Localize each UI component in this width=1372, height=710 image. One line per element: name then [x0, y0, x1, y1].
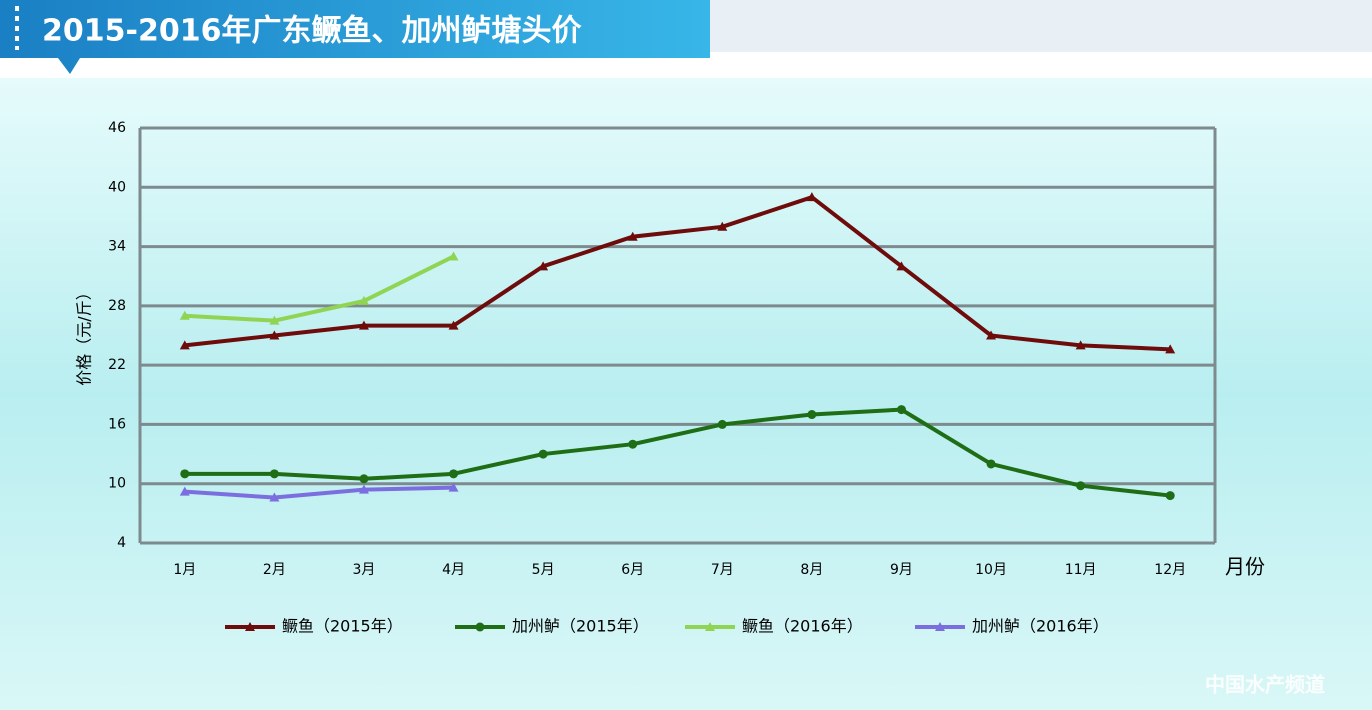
- legend-label: 鳜鱼（2015年）: [282, 617, 403, 636]
- y-tick-label: 34: [108, 239, 126, 255]
- point: [627, 231, 638, 241]
- point: [807, 410, 817, 420]
- x-tick-label: 8月: [800, 562, 823, 578]
- legend-marker: [245, 622, 255, 631]
- point: [269, 492, 280, 502]
- point: [986, 459, 996, 469]
- y-tick-label: 10: [108, 476, 126, 492]
- point: [896, 405, 906, 415]
- legend-label: 加州鲈（2016年）: [972, 617, 1109, 636]
- y-tick-label: 4: [117, 535, 126, 551]
- x-tick-label: 11月: [1065, 562, 1097, 578]
- point: [180, 469, 190, 479]
- point: [896, 261, 907, 271]
- point: [538, 449, 548, 459]
- stripes: [710, 0, 1372, 52]
- legend-marker: [705, 622, 715, 631]
- point: [269, 315, 280, 325]
- point: [448, 482, 459, 492]
- series-line: [184, 407, 1171, 498]
- x-tick-label: 1月: [173, 562, 196, 578]
- x-tick-label: 10月: [975, 562, 1007, 578]
- point: [717, 221, 728, 231]
- y-tick-label: 46: [108, 120, 126, 136]
- legend-label: 加州鲈（2015年）: [512, 617, 649, 636]
- point: [1076, 481, 1086, 491]
- x-tick-label: 5月: [532, 562, 555, 578]
- x-tick-label: 9月: [890, 562, 913, 578]
- y-tick-label: 28: [108, 298, 126, 314]
- x-axis-label: 月份: [1225, 555, 1265, 579]
- watermark: 中国水产频道: [1205, 673, 1325, 697]
- point: [448, 251, 459, 261]
- point: [628, 439, 638, 449]
- point: [358, 295, 369, 305]
- series-line: [184, 254, 455, 323]
- x-tick-label: 4月: [442, 562, 465, 578]
- point: [986, 330, 997, 340]
- title-banner: [0, 0, 710, 74]
- y-axis-label: 价格（元/斤）: [75, 284, 94, 385]
- x-tick-label: 7月: [711, 562, 734, 578]
- point: [179, 486, 190, 496]
- point: [1165, 344, 1176, 354]
- point: [179, 310, 190, 320]
- point: [179, 340, 190, 350]
- chart-title: 2015-2016年广东鳜鱼、加州鲈塘头价: [42, 14, 581, 49]
- point: [1165, 491, 1175, 501]
- chart-bg: [0, 78, 1372, 710]
- point: [806, 192, 817, 202]
- point: [448, 320, 459, 330]
- point: [269, 330, 280, 340]
- x-tick-label: 12月: [1154, 562, 1186, 578]
- legend-marker: [935, 622, 945, 631]
- x-tick-label: 6月: [621, 562, 644, 578]
- y-tick-label: 22: [108, 357, 126, 373]
- point: [358, 320, 369, 330]
- series-line: [184, 485, 454, 500]
- series-line: [184, 195, 1171, 352]
- legend-label: 鳜鱼（2016年）: [742, 617, 863, 636]
- point: [717, 419, 727, 429]
- point: [359, 474, 369, 484]
- point: [1075, 340, 1086, 350]
- point: [449, 469, 459, 479]
- legend-marker: [475, 622, 485, 632]
- y-tick-label: 16: [108, 416, 126, 432]
- y-tick-label: 40: [108, 179, 126, 195]
- point: [269, 469, 279, 479]
- x-tick-label: 2月: [263, 562, 286, 578]
- point: [358, 484, 369, 494]
- point: [538, 261, 549, 271]
- x-tick-label: 3月: [352, 562, 375, 578]
